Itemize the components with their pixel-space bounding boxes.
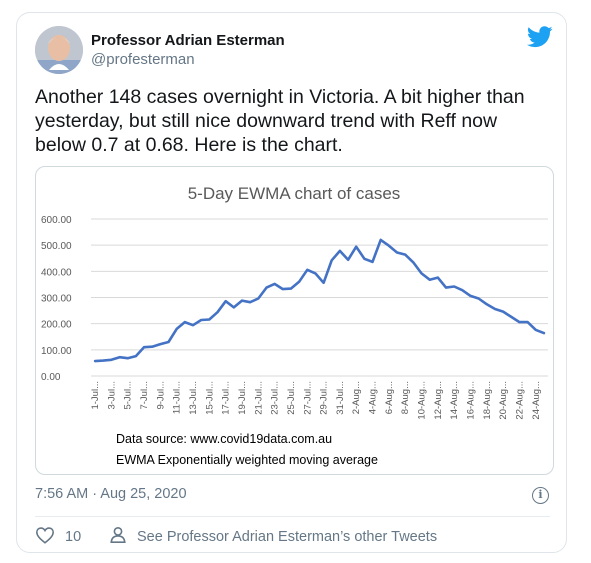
like-count: 10 xyxy=(65,529,82,545)
x-tick-label: 13-Jul... xyxy=(188,381,199,415)
grid xyxy=(91,218,548,377)
x-tick-label: 17-Jul... xyxy=(221,381,232,415)
other-tweets-link[interactable]: See Professor Adrian Esterman’s other Tw… xyxy=(109,526,437,548)
x-tick-label: 22-Aug... xyxy=(514,381,525,420)
avatar[interactable] xyxy=(35,26,83,74)
tweet-card: Professor Adrian Esterman @profesterman … xyxy=(16,12,567,553)
y-tick-label: 0.00 xyxy=(41,372,61,383)
chart-title: 5-Day EWMA chart of cases xyxy=(188,184,401,203)
x-tick-label: 2-Aug... xyxy=(351,381,362,414)
x-tick-label: 4-Aug... xyxy=(368,381,379,414)
x-tick-label: 12-Aug... xyxy=(433,381,444,420)
x-tick-label: 14-Aug... xyxy=(449,381,460,420)
heart-icon xyxy=(35,526,55,549)
x-tick-label: 6-Aug... xyxy=(384,381,395,414)
author-name[interactable]: Professor Adrian Esterman xyxy=(91,32,285,49)
x-tick-label: 21-Jul... xyxy=(253,381,264,415)
author-handle[interactable]: @profesterman xyxy=(91,51,195,68)
x-tick-label: 8-Aug... xyxy=(400,381,411,414)
y-tick-labels: 600.00 500.00 400.00 300.00 200.00 100.00 0.00 xyxy=(41,215,72,383)
x-tick-label: 11-Jul... xyxy=(172,381,183,414)
x-tick-labels: 1-Jul... 3-Jul... 5-Jul... 7-Jul... 9-Jul...… xyxy=(90,381,542,420)
x-tick-label: 24-Aug... xyxy=(531,381,542,420)
y-tick-label: 100.00 xyxy=(41,346,72,357)
y-tick-label: 400.00 xyxy=(41,267,72,278)
person-icon xyxy=(109,526,127,549)
y-tick-label: 300.00 xyxy=(41,294,72,305)
x-tick-label: 15-Jul... xyxy=(204,381,215,415)
x-tick-label: 3-Jul... xyxy=(106,381,117,410)
tweet-text: Another 148 cases overnight in Victoria.… xyxy=(35,86,525,156)
x-tick-label: 31-Jul... xyxy=(335,381,346,415)
twitter-bird-icon[interactable] xyxy=(526,26,553,48)
x-tick-label: 20-Aug... xyxy=(498,381,509,420)
x-tick-label: 16-Aug... xyxy=(465,381,476,420)
x-tick-label: 1-Jul... xyxy=(90,381,101,410)
x-tick-label: 27-Jul... xyxy=(302,381,313,415)
x-tick-label: 18-Aug... xyxy=(482,381,493,420)
series-line xyxy=(93,238,546,363)
info-icon[interactable]: i xyxy=(532,487,549,504)
data-source-note: Data source: www.covid19data.com.au xyxy=(116,432,332,446)
ewma-chart: 5-Day EWMA chart of cases 600.00 500.00 40… xyxy=(41,184,548,467)
x-tick-label: 23-Jul... xyxy=(270,381,281,415)
x-tick-label: 19-Jul... xyxy=(237,381,248,415)
chart-image[interactable]: 5-Day EWMA chart of cases 600.00 500.00 40… xyxy=(35,166,554,475)
y-tick-label: 500.00 xyxy=(41,241,72,252)
x-tick-label: 25-Jul... xyxy=(286,381,297,415)
x-tick-label: 29-Jul... xyxy=(319,381,330,415)
ewma-definition-note: EWMA Exponentially weighted moving avera… xyxy=(116,453,378,467)
x-tick-label: 9-Jul... xyxy=(155,381,166,410)
x-tick-label: 7-Jul... xyxy=(139,381,150,410)
other-tweets-label: See Professor Adrian Esterman’s other Tw… xyxy=(137,529,438,545)
x-tick-label: 5-Jul... xyxy=(123,381,134,410)
timestamp[interactable]: 7:56 AM · Aug 25, 2020 xyxy=(35,486,187,502)
divider xyxy=(35,516,550,517)
y-tick-label: 600.00 xyxy=(41,215,72,226)
like-button[interactable]: 10 xyxy=(35,526,81,548)
x-tick-label: 10-Aug... xyxy=(417,381,428,420)
y-tick-label: 200.00 xyxy=(41,320,72,331)
